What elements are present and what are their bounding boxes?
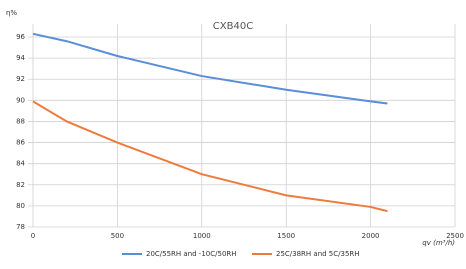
y-tick-label: 78: [16, 223, 25, 231]
y-axis-label: η%: [6, 9, 17, 17]
x-tick-label: 500: [111, 232, 124, 240]
y-tick-label: 86: [16, 139, 25, 147]
y-tick-label: 80: [16, 202, 25, 210]
y-tick-label: 82: [16, 181, 25, 189]
y-tick-label: 90: [16, 96, 25, 104]
y-tick-label: 94: [16, 54, 25, 62]
legend-label: 25C/38RH and 5C/35RH: [276, 250, 360, 258]
y-tick-label: 84: [16, 160, 25, 168]
x-axis-label: qv (m³/h): [422, 239, 455, 247]
legend-label: 20C/55RH and -10C/50RH: [146, 250, 237, 258]
x-tick-label: 1000: [193, 232, 211, 240]
y-tick-label: 96: [16, 33, 25, 41]
chart-title: CXB40C: [213, 21, 253, 32]
x-tick-label: 0: [31, 232, 35, 240]
series-line: [32, 32, 388, 105]
series-line: [32, 100, 388, 213]
x-tick-label: 1500: [277, 232, 295, 240]
x-tick-label: 2500: [446, 232, 464, 240]
x-tick-label: 2000: [362, 232, 380, 240]
y-tick-label: 92: [16, 75, 25, 83]
y-tick-label: 88: [16, 117, 25, 125]
